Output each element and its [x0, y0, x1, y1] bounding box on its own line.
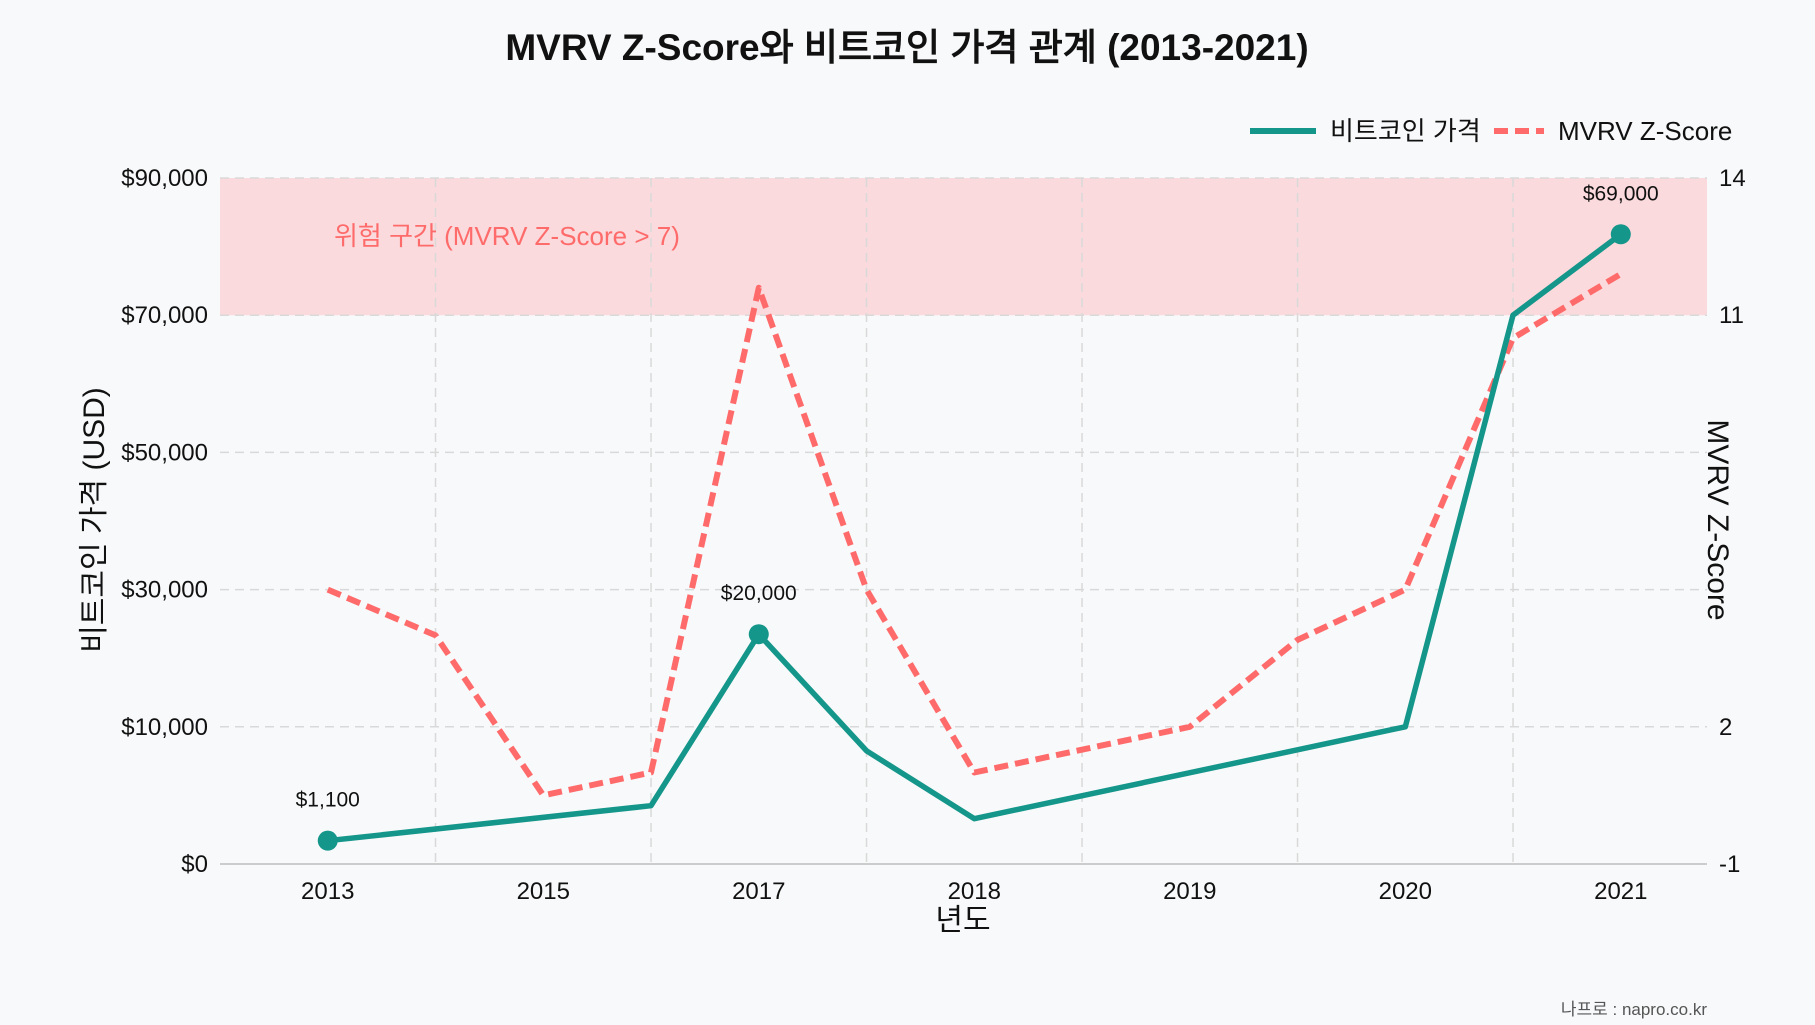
price-highlight-label: $20,000: [721, 582, 797, 605]
y-tick-label: $90,000: [121, 165, 208, 192]
legend-zscore-label: MVRV Z-Score: [1558, 116, 1732, 146]
source-credit: 나프로 : napro.co.kr: [1561, 1000, 1707, 1019]
x-tick-label: 2018: [948, 878, 1001, 905]
y2-tick-label: -1: [1719, 851, 1740, 878]
y-tick-label: $70,000: [121, 302, 208, 329]
danger-zone-label: 위험 구간 (MVRV Z-Score > 7): [334, 221, 680, 251]
price-highlight-point: [317, 830, 338, 851]
x-axis-label: 년도: [935, 904, 990, 937]
y-tick-label: $50,000: [121, 439, 208, 466]
x-tick-label: 2019: [1163, 878, 1216, 905]
x-tick-label: 2020: [1379, 878, 1432, 905]
danger-zone: [220, 178, 1707, 316]
zscore-line: [326, 271, 1623, 799]
chart-title: MVRV Z-Score와 비트코인 가격 관계 (2013-2021): [505, 27, 1308, 68]
price-highlight-label: $69,000: [1583, 182, 1659, 205]
price-highlight-point: [1610, 224, 1631, 245]
y2-tick-label: 14: [1719, 165, 1746, 192]
price-highlight-point: [748, 624, 769, 645]
legend-price-label: 비트코인 가격: [1330, 116, 1481, 146]
y-tick-label: $30,000: [121, 577, 208, 604]
price-highlight-label: $1,100: [296, 789, 360, 812]
y2-axis-label: MVRV Z-Score: [1701, 419, 1734, 620]
y-tick-label: $0: [181, 851, 208, 878]
legend: 비트코인 가격 MVRV Z-Score: [1250, 116, 1732, 146]
grid: [220, 177, 1707, 864]
series-group: [317, 224, 1631, 851]
price-line: [325, 231, 1624, 844]
data-labels: $1,100 $20,000 $69,000: [296, 182, 1659, 811]
y-tick-label: $10,000: [121, 714, 208, 741]
y2-tick-label: 2: [1719, 714, 1732, 741]
plot-area: [220, 178, 1707, 316]
x-tick-label: 2021: [1594, 878, 1647, 905]
y2-tick-label: 11: [1719, 302, 1744, 329]
x-tick-label: 2017: [732, 878, 785, 905]
x-tick-label: 2015: [517, 878, 570, 905]
x-tick-label: 2013: [301, 878, 354, 905]
axes: $0 $10,000 $30,000 $50,000 $70,000 $90,000 -1 2…: [121, 165, 1745, 905]
y-axis-label: 비트코인 가격 (USD): [78, 387, 111, 653]
